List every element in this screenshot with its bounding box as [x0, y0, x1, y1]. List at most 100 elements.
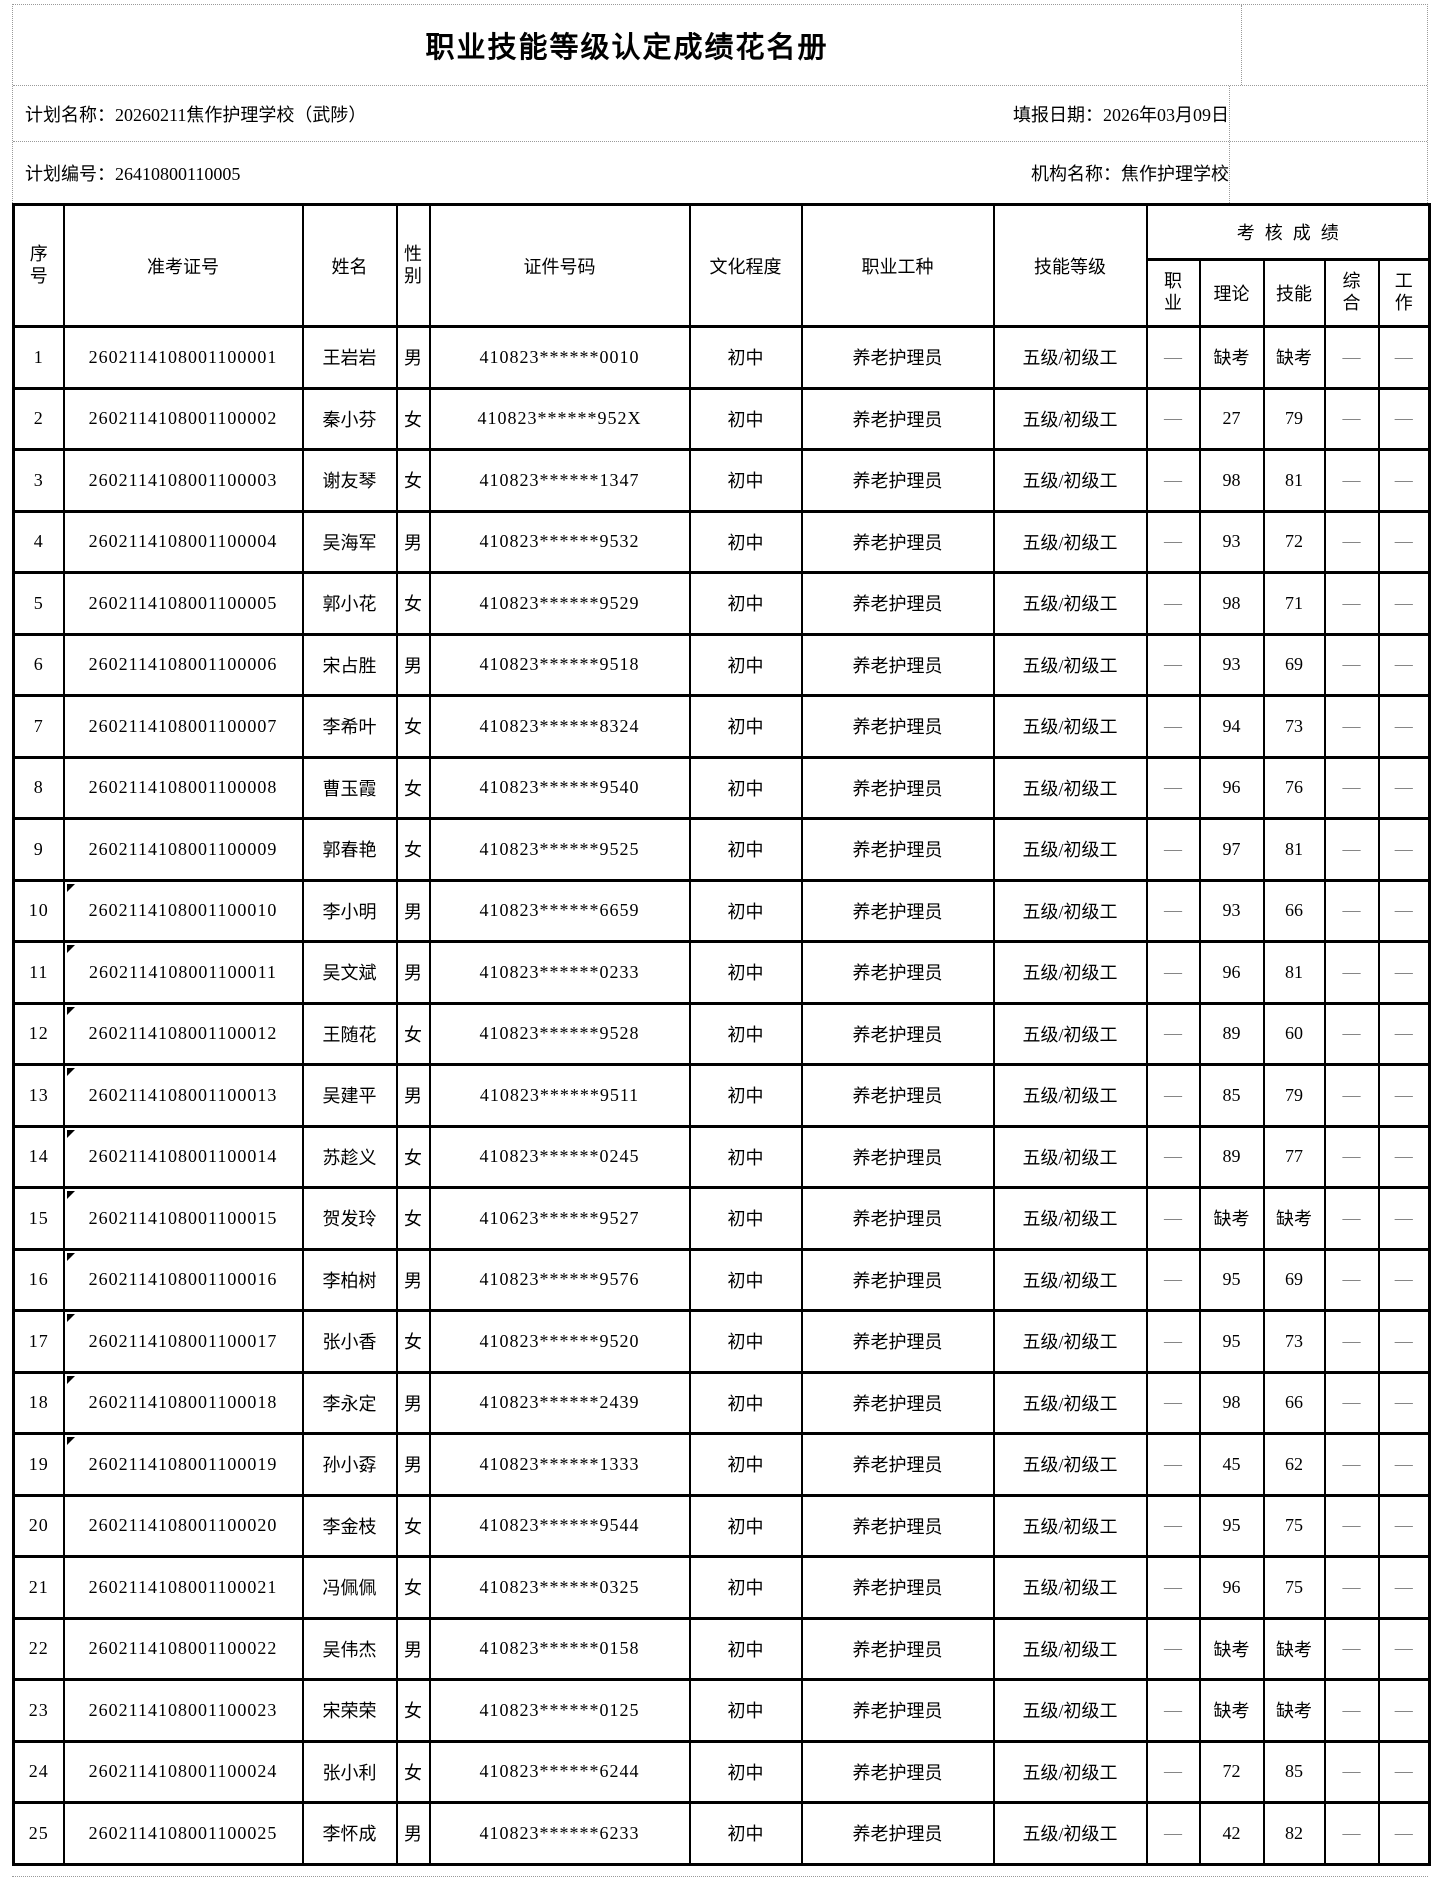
cell-text: — [1394, 838, 1413, 859]
cell-id: 410823******9511 [428, 1063, 691, 1128]
cell-s5: — [1377, 325, 1431, 390]
cell-edu: 初中 [688, 1186, 803, 1251]
table-row: 10 2602114108001100010 李小明 男 410823******665… [12, 879, 1431, 943]
cell-s2: 85 [1198, 1063, 1265, 1128]
cell-level: 五级/初级工 [992, 1002, 1148, 1066]
comment-marker-icon [66, 883, 75, 892]
table-row: 9 2602114108001100009 郭春艳 女 410823******9525… [12, 817, 1431, 882]
cell-text: 初中 [727, 1762, 764, 1783]
cell-occupation: 养老护理员 [800, 1186, 995, 1251]
cell-text: 初中 [727, 717, 764, 738]
cell-occupation: 养老护理员 [800, 1678, 995, 1743]
cell-text: 养老护理员 [852, 1578, 943, 1599]
cell-text: 初中 [727, 594, 764, 615]
cell-text: 96 [1222, 1576, 1241, 1597]
cell-text: 2602114108001100016 [88, 1269, 278, 1290]
cell-text: — [1164, 531, 1182, 552]
cell-text: 养老护理员 [852, 1455, 943, 1476]
cell-id: 410823******9544 [428, 1494, 691, 1558]
cell-ticket: 2602114108001100008 [62, 756, 304, 820]
cell-text: 初中 [727, 1086, 764, 1107]
cell-s1: — [1145, 1432, 1201, 1497]
cell-text: 22 [28, 1638, 49, 1659]
cell-text: — [1342, 1392, 1361, 1413]
cell-text: 女 [404, 594, 422, 615]
cell-text: — [1342, 1822, 1361, 1843]
cell-ticket: 2602114108001100003 [62, 448, 304, 513]
cell-text: 女 [404, 1516, 422, 1537]
cell-gender: 女 [395, 1125, 431, 1189]
cell-text: 初中 [727, 409, 764, 430]
cell-text: 养老护理员 [852, 1639, 943, 1660]
col-header-skill-level: 技能等级 [992, 203, 1148, 328]
cell-edu: 初中 [688, 1555, 803, 1620]
cell-text: — [1394, 1330, 1413, 1351]
comment-marker-icon [66, 1129, 75, 1138]
table-row: 23 2602114108001100023 宋荣荣 女 410823******012… [12, 1678, 1431, 1743]
cell-text: 缺考 [1276, 1209, 1312, 1230]
cell-text: 宋荣荣 [322, 1701, 377, 1722]
cell-name: 谢友琴 [301, 448, 398, 513]
cell-level: 五级/初级工 [992, 1617, 1148, 1681]
cell-edu: 初中 [688, 940, 803, 1005]
cell-text: 女 [404, 471, 422, 492]
cell-text: 养老护理员 [852, 471, 943, 492]
cell-text: 66 [1285, 1392, 1303, 1413]
cell-s3: 69 [1262, 1248, 1326, 1312]
cell-text: 养老护理员 [852, 1270, 943, 1291]
cell-s1: — [1145, 1617, 1201, 1681]
cell-text: 73 [1285, 1330, 1303, 1351]
table-row: 7 2602114108001100007 李希叶 女 410823******8324… [12, 694, 1431, 759]
cell-name: 王随花 [301, 1002, 398, 1066]
cell-text: 410823******9576 [479, 1269, 640, 1290]
cell-id: 410623******9527 [428, 1186, 691, 1251]
cell-text: 410823******952X [477, 408, 642, 429]
col-header-index: 序 号 [12, 203, 65, 328]
cell-ticket: 2602114108001100001 [62, 325, 304, 390]
cell-text: 2602114108001100004 [88, 531, 278, 552]
cell-s3: 66 [1262, 1371, 1326, 1435]
cell-text: 养老护理员 [852, 1701, 943, 1722]
cell-text: 71 [1285, 592, 1303, 613]
cell-no: 2 [12, 387, 65, 451]
cell-ticket: 2602114108001100017 [62, 1309, 304, 1374]
cell-text: 21 [28, 1576, 49, 1597]
cell-text: 王随花 [322, 1024, 377, 1045]
cell-s4: — [1323, 817, 1380, 882]
cell-s5: — [1377, 817, 1431, 882]
cell-occupation: 养老护理员 [800, 879, 995, 943]
cell-text: 79 [1285, 1084, 1303, 1105]
cell-text: 男 [404, 532, 422, 553]
cell-text: — [1164, 1023, 1182, 1044]
cell-text: 2602114108001100024 [88, 1761, 278, 1782]
cell-text: 410823******9520 [479, 1330, 640, 1351]
cell-text: 缺考 [1213, 1209, 1250, 1230]
table-row: 21 2602114108001100021 冯佩佩 女 410823******032… [12, 1555, 1431, 1620]
cell-text: 2602114108001100023 [88, 1699, 278, 1720]
cell-text: — [1164, 1207, 1182, 1228]
cell-text: 孙小孬 [322, 1455, 377, 1476]
cell-text: 李希叶 [322, 717, 377, 738]
cell-s5: — [1377, 1617, 1431, 1681]
cell-s1: — [1145, 1801, 1201, 1866]
cell-text: 五级/初级工 [1022, 1270, 1118, 1291]
meta-row-1: 计划名称：20260211焦作护理学校（武陟） 填报日期：2026年03月09日 [13, 86, 1427, 142]
cell-text: 苏趁义 [322, 1147, 377, 1168]
cell-level: 五级/初级工 [992, 1494, 1148, 1558]
cell-text: — [1394, 1576, 1413, 1597]
cell-id: 410823******0233 [428, 940, 691, 1005]
cell-text: — [1394, 1084, 1413, 1105]
cell-text: 93 [1222, 654, 1241, 675]
table-row: 4 2602114108001100004 吴海军 男 410823******9532… [12, 510, 1431, 574]
cell-text: 男 [404, 1455, 422, 1476]
cell-text: 69 [1285, 654, 1303, 675]
cell-text: 98 [1222, 592, 1241, 613]
cell-text: 410823******1333 [479, 1453, 640, 1474]
cell-text: 曹玉霞 [322, 778, 377, 799]
cell-s3: 缺考 [1262, 1186, 1326, 1251]
cell-id: 410823******952X [428, 387, 691, 451]
cell-s3: 缺考 [1262, 325, 1326, 390]
cell-edu: 初中 [688, 571, 803, 636]
cell-text: 初中 [727, 1455, 764, 1476]
cell-gender: 女 [395, 756, 431, 820]
